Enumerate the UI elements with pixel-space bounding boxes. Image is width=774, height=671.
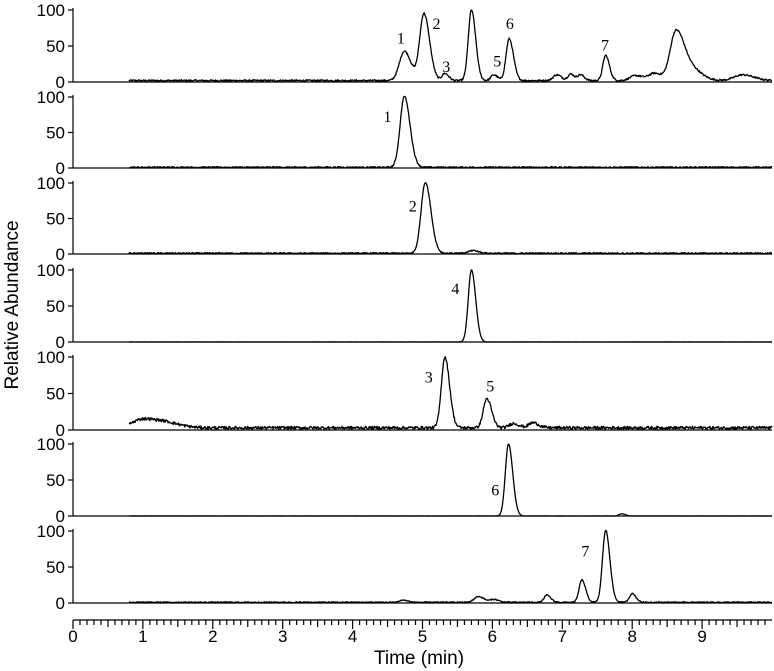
y-tick-label: 0 xyxy=(56,594,65,613)
panel-1: 0 50 100 1 2 3 5 6 7 xyxy=(37,1,773,92)
x-tick-label: 4 xyxy=(348,627,357,646)
peak-label: 3 xyxy=(425,370,433,387)
y-tick-label: 0 xyxy=(56,73,65,92)
y-tick-label: 0 xyxy=(56,421,65,440)
x-tick-label: 0 xyxy=(68,627,77,646)
y-tick-label: 0 xyxy=(56,507,65,526)
peak-label: 1 xyxy=(397,30,405,47)
chromatogram-trace xyxy=(128,269,773,343)
panel-4: 0 50 100 4 xyxy=(37,261,773,352)
peak-label: 1 xyxy=(384,109,392,126)
x-axis-title: Time (min) xyxy=(374,648,464,669)
y-tick-label: 100 xyxy=(37,174,65,193)
peak-label: 3 xyxy=(442,59,450,76)
y-tick-label: 100 xyxy=(37,435,65,454)
peak-label: 6 xyxy=(506,16,514,33)
y-tick-label: 50 xyxy=(46,471,65,490)
chromatogram-trace xyxy=(128,529,773,604)
y-tick-label: 50 xyxy=(46,385,65,404)
x-tick-label: 9 xyxy=(697,627,706,646)
peak-label: 4 xyxy=(451,281,459,298)
panel-2: 0 50 100 1 xyxy=(37,88,773,178)
y-tick-label: 100 xyxy=(37,522,65,541)
chromatogram-trace xyxy=(128,9,773,83)
y-tick-label: 0 xyxy=(56,245,65,264)
panel-7: 0 50 100 7 xyxy=(37,522,773,613)
x-tick-label: 3 xyxy=(278,627,287,646)
x-tick-label: 5 xyxy=(418,627,427,646)
y-tick-label: 50 xyxy=(46,558,65,577)
x-tick-label: 8 xyxy=(627,627,636,646)
y-tick-label: 50 xyxy=(46,124,65,143)
peak-label: 5 xyxy=(493,53,501,70)
y-tick-label: 50 xyxy=(46,210,65,229)
x-tick-label: 2 xyxy=(208,627,217,646)
panel-5: 0 50 100 3 5 xyxy=(37,348,773,440)
y-tick-label: 100 xyxy=(37,261,65,280)
panel-3: 0 50 100 2 xyxy=(37,174,773,264)
peak-label: 7 xyxy=(581,543,589,560)
y-tick-label: 0 xyxy=(56,333,65,352)
x-tick-label: 7 xyxy=(558,627,567,646)
chromatogram-trace xyxy=(128,356,773,430)
chromatogram-trace xyxy=(128,95,773,169)
panel-6: 0 50 100 6 xyxy=(37,435,773,526)
y-tick-label: 50 xyxy=(46,37,65,56)
x-tick-label: 1 xyxy=(138,627,147,646)
y-tick-label: 100 xyxy=(37,1,65,20)
peak-label: 6 xyxy=(491,482,499,499)
y-tick-label: 100 xyxy=(37,348,65,367)
peak-label: 5 xyxy=(486,378,494,395)
peak-label: 2 xyxy=(432,16,440,33)
y-tick-label: 100 xyxy=(37,88,65,107)
peak-label: 7 xyxy=(601,38,609,55)
chromatogram-trace xyxy=(128,443,773,517)
y-tick-label: 50 xyxy=(46,297,65,316)
x-axis: 0 1 2 3 4 5 6 7 8 9 xyxy=(68,619,772,646)
peak-label: 2 xyxy=(409,199,417,216)
chromatogram-trace xyxy=(128,182,773,255)
y-axis-title: Relative Abundance xyxy=(2,220,23,389)
y-tick-label: 0 xyxy=(56,159,65,178)
x-tick-label: 6 xyxy=(488,627,497,646)
